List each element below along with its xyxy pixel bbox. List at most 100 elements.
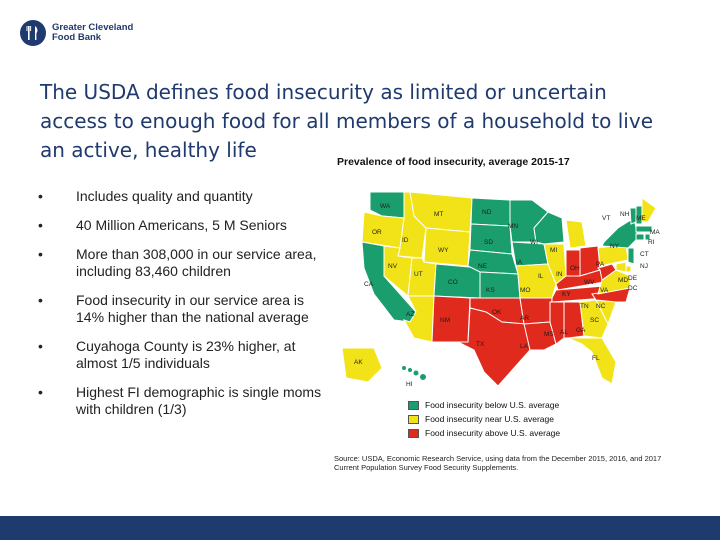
state-fl <box>567 337 617 385</box>
bullet-item: • 40 Million Americans, 5 M Seniors <box>38 217 328 234</box>
label-mo: MO <box>520 287 530 294</box>
bullet-text: 40 Million Americans, 5 M Seniors <box>76 217 287 233</box>
label-ne: NE <box>478 263 488 270</box>
label-vt: VT <box>602 215 610 222</box>
slide-title: The USDA defines food insecurity as limi… <box>40 80 653 162</box>
label-or: OR <box>372 229 382 236</box>
state-ak <box>341 347 383 383</box>
bullet-item: • Highest FI demographic is single moms w… <box>38 384 328 418</box>
bullet-text: Cuyahoga County is 23% higher, at almost… <box>76 338 296 371</box>
label-me: ME <box>636 215 646 222</box>
legend-item-near: Food insecurity near U.S. average <box>408 412 560 426</box>
legend-item-above: Food insecurity above U.S. average <box>408 426 560 440</box>
state-md <box>615 261 627 273</box>
label-ri: RI <box>648 239 655 246</box>
label-ar: AR <box>520 315 529 322</box>
bullet-dot: • <box>38 338 43 354</box>
state-tx <box>457 307 531 387</box>
bullet-text: Food insecurity in our service area is 1… <box>76 292 309 325</box>
label-az: AZ <box>406 311 414 318</box>
label-ak: AK <box>354 359 363 366</box>
legend-swatch-near <box>408 414 419 424</box>
label-ok: OK <box>492 309 502 316</box>
label-dc: DC <box>628 285 638 292</box>
label-wv: WV <box>584 279 595 286</box>
fork-knife-icon <box>20 20 46 46</box>
bullet-item: • Cuyahoga County is 23% higher, at almos… <box>38 338 328 372</box>
label-ut: UT <box>414 271 423 278</box>
state-wi <box>533 211 565 245</box>
state-al <box>563 301 585 339</box>
label-nd: ND <box>482 209 492 216</box>
state-ct <box>635 233 645 241</box>
label-ct: CT <box>640 251 649 258</box>
logo-line-2: Food Bank <box>52 32 102 43</box>
state-ri <box>644 233 651 241</box>
label-ms: MS <box>544 331 554 338</box>
bullet-item: • More than 308,000 in our service area, … <box>38 246 328 280</box>
legend-label-near: Food insecurity near U.S. average <box>425 414 554 424</box>
bullet-dot: • <box>38 292 43 308</box>
label-id: ID <box>402 237 409 244</box>
label-ga: GA <box>576 327 586 334</box>
label-fl: FL <box>592 355 600 362</box>
label-de: DE <box>628 275 638 282</box>
label-il: IL <box>538 273 544 280</box>
state-nh <box>635 205 643 225</box>
state-ma <box>635 225 653 233</box>
label-mn: MN <box>508 223 518 230</box>
label-al: AL <box>560 329 568 336</box>
label-ks: KS <box>486 287 495 294</box>
state-ms <box>549 301 565 345</box>
map-title: Prevalence of food insecurity, average 2… <box>337 156 570 168</box>
bullet-item: • Food insecurity in our service area is … <box>38 292 328 326</box>
label-nv: NV <box>388 263 398 270</box>
footer-bar <box>0 516 720 540</box>
label-wy: WY <box>438 247 449 254</box>
state-ga <box>579 299 609 339</box>
bullet-dot: • <box>38 246 43 262</box>
state-mi <box>565 219 587 249</box>
bullet-text: More than 308,000 in our service area, i… <box>76 246 317 279</box>
state-ks <box>479 271 521 299</box>
logo-text: Greater Cleveland Food Bank <box>52 23 133 43</box>
label-in: IN <box>556 271 563 278</box>
label-oh: OH <box>570 265 580 272</box>
state-nj <box>627 247 635 265</box>
us-food-insecurity-map: WA OR CA ID NV MT WY UT AZ CO NM ND SD N… <box>341 191 660 388</box>
label-nc: NC <box>596 303 606 310</box>
bullet-text: Includes quality and quantity <box>76 188 253 204</box>
bullet-list: • Includes quality and quantity • 40 Milli… <box>38 188 328 430</box>
label-wi: WI <box>530 239 538 246</box>
bullet-dot: • <box>38 384 43 400</box>
label-mi: MI <box>550 247 557 254</box>
state-hi <box>401 365 427 381</box>
label-mt: MT <box>434 211 443 218</box>
label-la: LA <box>520 343 529 350</box>
bullet-text: Highest FI demographic is single moms wi… <box>76 384 322 417</box>
state-nm <box>431 295 471 343</box>
label-ny: NY <box>610 243 620 250</box>
label-ia: IA <box>516 259 523 266</box>
legend-label-above: Food insecurity above U.S. average <box>425 428 561 438</box>
map-legend: Food insecurity below U.S. average Food … <box>408 398 560 440</box>
label-ma: MA <box>650 229 660 236</box>
state-wv <box>597 263 617 281</box>
label-hi: HI <box>406 381 413 388</box>
label-nm: NM <box>440 317 450 324</box>
label-co: CO <box>448 279 458 286</box>
label-ky: KY <box>562 291 571 298</box>
state-la <box>523 321 557 351</box>
legend-swatch-above <box>408 428 419 438</box>
label-sc: SC <box>590 317 599 324</box>
label-tx: TX <box>476 341 485 348</box>
label-nh: NH <box>620 211 630 218</box>
state-me <box>641 197 657 223</box>
label-md: MD <box>618 277 628 284</box>
state-de <box>625 265 632 273</box>
legend-label-below: Food insecurity below U.S. average <box>425 400 560 410</box>
label-va: VA <box>600 287 609 294</box>
legend-item-below: Food insecurity below U.S. average <box>408 398 560 412</box>
label-wa: WA <box>380 203 391 210</box>
label-pa: PA <box>596 261 605 268</box>
